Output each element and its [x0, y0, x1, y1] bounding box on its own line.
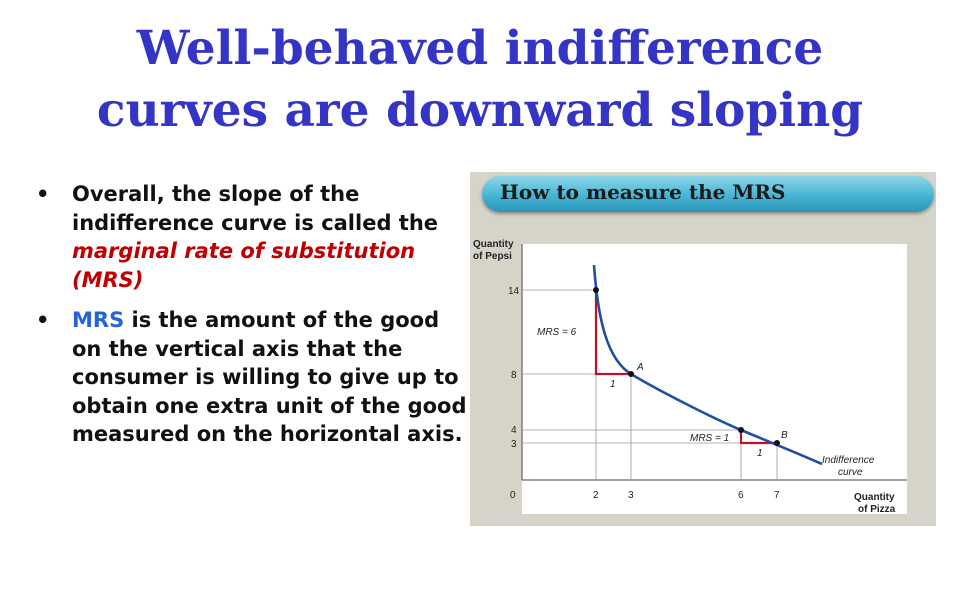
bullet-highlight-mrs: MRS — [72, 308, 125, 332]
bullet-item: • Overall, the slope of the indifference… — [30, 180, 470, 294]
x-axis-title-line2: of Pizza — [858, 504, 896, 515]
x-axis-title-line1: Quantity — [854, 492, 895, 503]
x-tick-2: 2 — [593, 490, 599, 501]
point-2-14 — [593, 287, 599, 293]
curve-label-line1: Indifference — [822, 455, 875, 466]
slide-title: Well-behaved indifference curves are dow… — [0, 18, 960, 142]
y-tick-4: 4 — [511, 425, 517, 436]
title-line-2: curves are downward sloping — [96, 83, 864, 138]
run-label-a: 1 — [610, 379, 616, 390]
x-tick-6: 6 — [738, 490, 744, 501]
y-axis-title-line1: Quantity — [473, 239, 514, 250]
figure-banner: How to measure the MRS — [482, 176, 934, 212]
point-b-label: B — [781, 430, 788, 441]
mrs-1-label: MRS = 1 — [690, 433, 729, 444]
bullet-symbol: • — [36, 182, 50, 206]
bullet-item: • MRS is the amount of the good on the v… — [30, 306, 470, 449]
title-line-1: Well-behaved indifference — [136, 21, 824, 76]
mrs-6-label: MRS = 6 — [537, 327, 577, 338]
bullet-highlight-mrs-term: marginal rate of substitution (MRS) — [72, 239, 416, 292]
bullet-symbol: • — [36, 308, 50, 332]
bullet-text: Overall, the slope of the indifference c… — [72, 182, 439, 235]
x-tick-7: 7 — [774, 490, 780, 501]
y-tick-8: 8 — [511, 370, 517, 381]
mrs-triangle-a — [594, 290, 631, 376]
figure-banner-title: How to measure the MRS — [500, 180, 786, 204]
point-a — [628, 371, 634, 377]
x-tick-3: 3 — [628, 490, 634, 501]
indifference-curve-graph: Quantity of Pepsi Quantity of Pizza 0 14… — [473, 239, 907, 515]
origin-label: 0 — [510, 490, 516, 501]
plot-area — [522, 244, 907, 514]
point-6-4 — [738, 427, 744, 433]
y-tick-14: 14 — [508, 286, 520, 297]
bullet-text: is the amount of the good on the vertica… — [72, 308, 467, 446]
curve-label-line2: curve — [838, 467, 863, 478]
run-label-b: 1 — [757, 448, 763, 459]
point-b — [774, 440, 780, 446]
y-tick-3: 3 — [511, 439, 517, 450]
bullet-list: • Overall, the slope of the indifference… — [30, 180, 470, 461]
point-a-label: A — [636, 362, 644, 373]
y-axis-title-line2: of Pepsi — [473, 251, 512, 262]
mrs-triangle-b — [739, 430, 777, 445]
